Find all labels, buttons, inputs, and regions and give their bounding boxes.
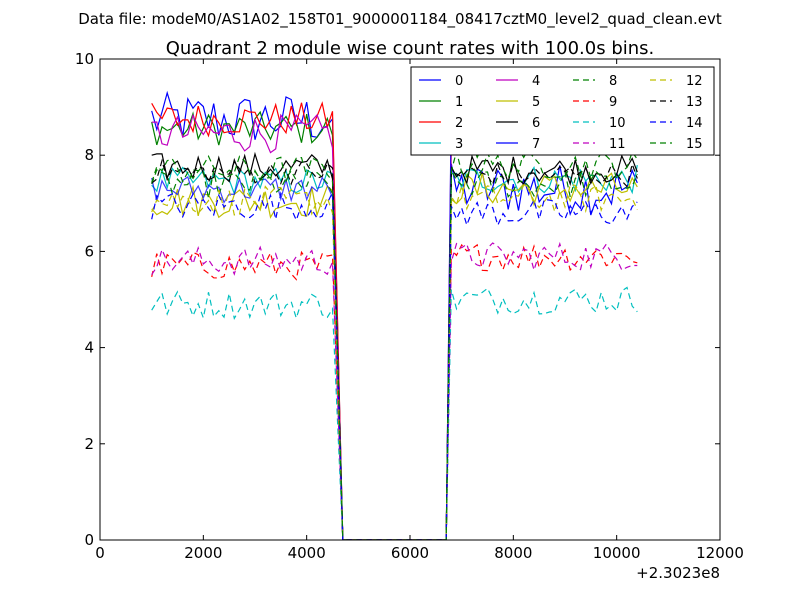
y-tick-label: 0 [84, 531, 94, 549]
legend-label-2: 2 [455, 116, 463, 131]
series-line-9 [151, 243, 638, 540]
legend-label-7: 7 [532, 137, 540, 152]
y-tick-label: 6 [84, 242, 94, 260]
series-line-13 [151, 158, 638, 540]
series-line-5 [151, 172, 638, 540]
y-tick-label: 10 [75, 50, 94, 68]
x-offset-label: +2.3023e8 [636, 564, 720, 582]
legend-label-13: 13 [686, 95, 703, 110]
y-tick-label: 4 [84, 339, 94, 357]
legend-label-12: 12 [686, 74, 703, 89]
series-line-3 [151, 164, 638, 540]
series-line-6 [151, 151, 638, 540]
legend-label-15: 15 [686, 137, 703, 152]
series-line-0 [151, 90, 638, 540]
x-tick-label: 12000 [696, 544, 744, 562]
legend-label-10: 10 [609, 116, 626, 131]
legend-label-3: 3 [455, 137, 463, 152]
figure-suptitle: Data file: modeM0/AS1A02_158T01_90000011… [78, 10, 722, 29]
x-tick-label: 0 [95, 544, 105, 562]
legend-label-1: 1 [455, 95, 463, 110]
legend-label-14: 14 [686, 116, 703, 131]
x-tick-label: 2000 [184, 544, 222, 562]
legend-label-5: 5 [532, 95, 540, 110]
legend-label-6: 6 [532, 116, 540, 131]
series-line-15 [151, 150, 638, 540]
y-tick-label: 8 [84, 146, 94, 164]
legend-label-0: 0 [455, 74, 463, 89]
x-tick-label: 8000 [494, 544, 532, 562]
x-tick-label: 4000 [288, 544, 326, 562]
legend-label-9: 9 [609, 95, 617, 110]
x-tick-label: 10000 [593, 544, 641, 562]
legend-box [410, 66, 715, 156]
chart-title: Quadrant 2 module wise count rates with … [166, 38, 655, 59]
legend-label-8: 8 [609, 74, 617, 89]
legend-label-11: 11 [609, 137, 626, 152]
series-line-10 [151, 286, 638, 540]
x-tick-label: 6000 [391, 544, 429, 562]
series-line-8 [151, 168, 638, 540]
y-tick-label: 2 [84, 435, 94, 453]
series-line-11 [151, 241, 638, 540]
series-line-12 [151, 184, 638, 540]
legend-label-4: 4 [532, 74, 540, 89]
